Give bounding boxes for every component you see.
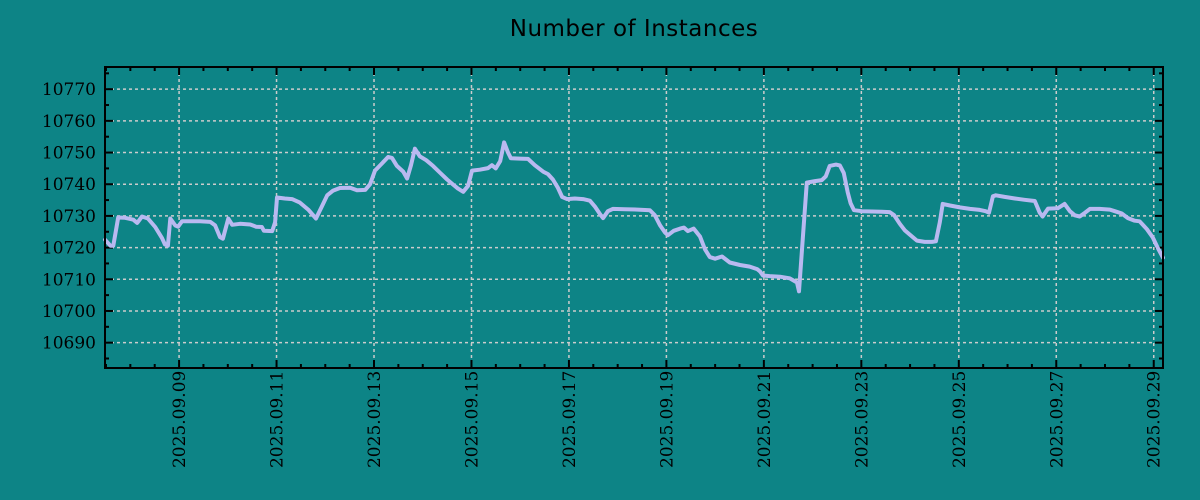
- x-tick-label: 2025.09.25: [950, 371, 970, 468]
- y-tick-label: 10740: [42, 175, 96, 195]
- x-tick-label: 2025.09.23: [852, 371, 872, 468]
- y-tick-label: 10710: [42, 270, 96, 290]
- y-tick-label: 10760: [42, 112, 96, 132]
- x-tick-label: 2025.09.11: [268, 371, 288, 468]
- x-tick-label: 2025.09.19: [657, 371, 677, 468]
- x-tick-label: 2025.09.15: [462, 371, 482, 468]
- x-tick-label: 2025.09.27: [1047, 371, 1067, 468]
- chart-title: Number of Instances: [509, 16, 759, 42]
- x-tick-label: 2025.09.17: [560, 371, 580, 468]
- y-tick-label: 10720: [42, 239, 96, 259]
- y-tick-label: 10690: [42, 334, 96, 354]
- x-tick-label: 2025.09.13: [365, 371, 385, 468]
- tick-labels: 10690 10700 10710 10720 10730 10740 10750 10760…: [42, 80, 1165, 468]
- series-line: [103, 140, 1165, 294]
- y-tick-label: 10700: [42, 302, 96, 322]
- plot-border: [104, 66, 1164, 369]
- x-tick-label: 2025.09.29: [1145, 371, 1165, 468]
- y-tick-label: 10750: [42, 144, 96, 164]
- gridlines: [105, 67, 1163, 368]
- y-tick-label: 10770: [42, 80, 96, 100]
- x-tick-label: 2025.09.09: [170, 371, 190, 468]
- y-tick-label: 10730: [42, 207, 96, 227]
- tick-marks: [104, 67, 1163, 368]
- series: [103, 140, 1165, 294]
- x-tick-label: 2025.09.21: [755, 371, 775, 468]
